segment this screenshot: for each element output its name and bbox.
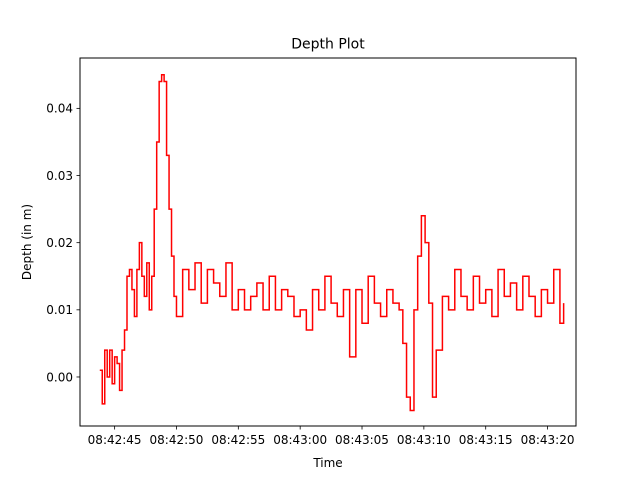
x-tick-label: 08:43:00 [273,433,327,447]
x-tick-label: 08:43:20 [521,433,575,447]
y-axis-label: Depth (in m) [20,204,34,280]
y-tick-label: 0.00 [46,370,73,384]
x-tick-label: 08:43:10 [397,433,451,447]
y-tick-label: 0.03 [46,169,73,183]
y-tick-label: 0.04 [46,102,73,116]
x-tick-label: 08:42:55 [211,433,265,447]
x-axis-label: Time [312,456,342,470]
x-tick-label: 08:42:50 [150,433,204,447]
x-tick-label: 08:42:45 [88,433,142,447]
depth-series-line [99,74,565,412]
x-tick-label: 08:43:05 [335,433,389,447]
y-tick-label: 0.01 [46,303,73,317]
x-axis: 08:42:45 08:42:50 08:42:55 08:43:00 08:43:05… [88,426,575,447]
chart-title: Depth Plot [291,37,365,53]
y-axis: 0.00 0.01 0.02 0.03 0.04 [46,102,80,384]
y-tick-label: 0.02 [46,236,73,250]
plot-frame [79,57,577,427]
x-tick-label: 08:43:15 [459,433,513,447]
